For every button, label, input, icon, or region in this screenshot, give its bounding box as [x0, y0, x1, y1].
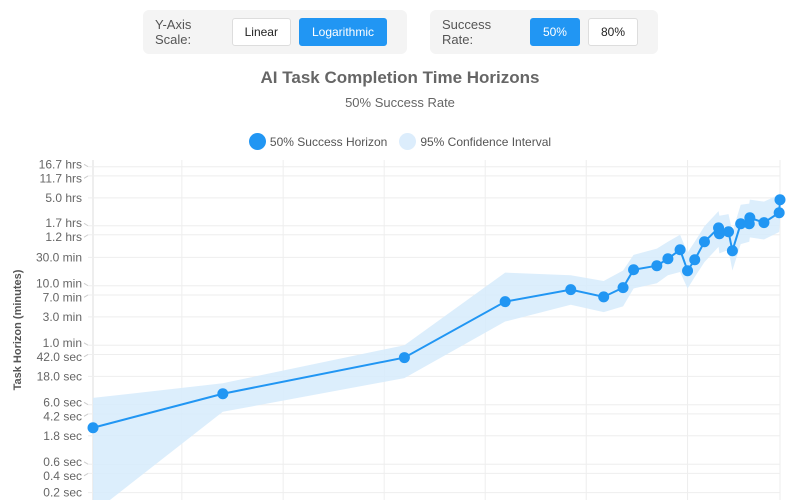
confidence-interval-band: [93, 190, 780, 500]
data-point: [598, 291, 610, 303]
y-tick-connector: [83, 342, 89, 346]
y-tick-label: 18.0 sec: [37, 369, 82, 383]
y-tick-connector: [83, 461, 89, 465]
data-point: [758, 217, 770, 229]
success-50-button[interactable]: 50%: [529, 18, 580, 46]
success-80-button[interactable]: 80%: [587, 18, 638, 46]
data-point: [651, 260, 663, 272]
data-point: [398, 352, 410, 364]
chart-subtitle: 50% Success Rate: [345, 95, 455, 110]
legend: 50% Success Horizon 95% Confidence Inter…: [0, 133, 800, 150]
y-tick-connector: [83, 294, 89, 298]
y-tick-label: 0.6 sec: [43, 455, 82, 469]
y-tick-label: 7.0 min: [43, 290, 82, 304]
linear-button[interactable]: Linear: [231, 18, 291, 46]
data-point: [735, 218, 747, 230]
y-tick-label: 10.0 min: [36, 276, 82, 290]
data-point: [662, 253, 674, 265]
data-point: [713, 228, 725, 240]
y-tick-label: 11.7 hrs: [40, 171, 82, 185]
legend-swatch-horizon[interactable]: [248, 133, 266, 150]
y-tick-connector: [83, 163, 89, 168]
y-tick-label: 3.0 min: [43, 310, 82, 324]
y-tick-connector: [83, 401, 89, 406]
y-tick-connector: [83, 354, 89, 358]
y-tick-connector: [83, 175, 89, 179]
y-tick-label: 6.0 sec: [43, 395, 82, 409]
data-point: [674, 244, 686, 256]
data-point: [628, 264, 640, 276]
y-tick-connector: [83, 472, 89, 477]
data-point: [565, 284, 577, 296]
y-tick-label: 1.2 hrs: [45, 230, 82, 244]
data-point: [689, 254, 701, 266]
legend-label-ci[interactable]: 95% Confidence Interval: [420, 134, 552, 149]
success-rate-label: Success Rate:: [442, 17, 492, 47]
y-tick-label: 1.0 min: [43, 336, 82, 350]
y-tick-label: 16.7 hrs: [39, 157, 82, 171]
data-point: [744, 212, 756, 224]
logarithmic-button[interactable]: Logarithmic: [298, 18, 387, 46]
y-tick-label: 30.0 min: [36, 250, 82, 264]
y-tick-label: 42.0 sec: [37, 350, 82, 364]
data-point: [774, 194, 786, 206]
y-scale-label: Y-Axis Scale:: [155, 17, 192, 47]
y-tick-connector: [83, 282, 89, 287]
y-tick-connector: [83, 413, 89, 417]
data-point: [217, 388, 229, 400]
y-tick-label: 0.4 sec: [43, 469, 82, 483]
legend-swatch-ci[interactable]: [399, 133, 417, 150]
data-point: [499, 296, 511, 308]
y-tick-connector: [83, 234, 89, 238]
data-point: [87, 422, 99, 434]
data-point: [617, 282, 629, 294]
y-tick-label: 1.8 sec: [43, 429, 82, 443]
data-point: [682, 265, 694, 277]
legend-label-horizon[interactable]: 50% Success Horizon: [269, 134, 388, 149]
y-tick-label: 0.2 sec: [43, 486, 82, 500]
data-point: [726, 245, 738, 257]
y-tick-label: 5.0 hrs: [45, 191, 82, 205]
success-rate-control: Success Rate: 50% 80%: [430, 10, 658, 54]
y-tick-label: 1.7 hrs: [45, 216, 82, 230]
y-tick-label: 4.2 sec: [43, 409, 82, 423]
data-point: [723, 226, 735, 238]
data-point: [698, 236, 710, 248]
y-tick-connector: [83, 222, 89, 227]
y-scale-control: Y-Axis Scale: Linear Logarithmic: [143, 10, 407, 54]
data-point: [773, 207, 785, 219]
chart-title: AI Task Completion Time Horizons: [260, 68, 540, 87]
